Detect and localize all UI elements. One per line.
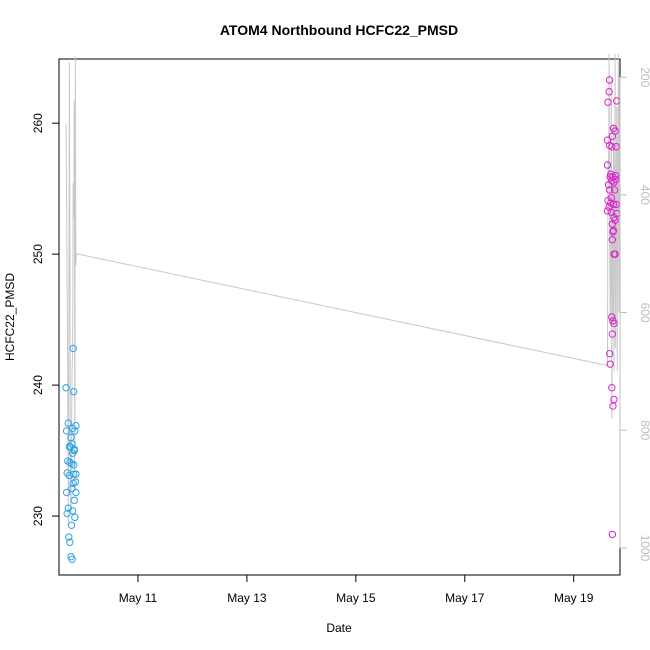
data-point-series-2 — [610, 395, 618, 404]
data-point-series-2 — [606, 360, 614, 368]
y2-tick-label: 800 — [638, 420, 650, 440]
data-point-series-2 — [612, 143, 620, 151]
data-point-series-2 — [608, 143, 616, 151]
y-axis-label: HCFC22_PMSD — [3, 273, 17, 361]
data-point-series-1 — [72, 422, 80, 430]
y2-tick-label: 400 — [638, 185, 650, 205]
data-point-series-1 — [67, 433, 75, 442]
data-point-series-1 — [71, 513, 79, 522]
data-point-series-2 — [609, 228, 617, 236]
data-point-series-2 — [607, 194, 615, 202]
y2-tick-label: 1000 — [638, 535, 650, 562]
y-tick-label: 240 — [31, 375, 45, 395]
data-point-series-1 — [65, 533, 73, 541]
data-point-series-1 — [71, 478, 80, 486]
y-axis-left: 230 240 250 260 — [31, 113, 60, 526]
data-point-series-2 — [605, 186, 614, 194]
data-point-series-1 — [62, 488, 71, 497]
y-tick-label: 230 — [31, 506, 45, 526]
data-point-series-2 — [607, 208, 615, 216]
y-tick-label: 250 — [31, 244, 45, 264]
x-tick-label: May 15 — [336, 591, 376, 605]
data-point-series-1 — [71, 427, 79, 435]
data-point-series-1 — [62, 427, 71, 435]
data-point-series-2 — [609, 200, 618, 209]
y-axis-right: 200 400 600 800 1000 — [619, 67, 650, 562]
scatter-points — [62, 76, 621, 563]
data-point-series-1 — [64, 419, 72, 427]
x-tick-label: May 11 — [119, 591, 158, 605]
data-point-series-2 — [608, 313, 616, 321]
data-point-series-1 — [68, 555, 76, 563]
data-point-series-2 — [610, 319, 618, 328]
data-point-series-1 — [68, 507, 77, 515]
data-point-series-2 — [611, 175, 620, 184]
y2-tick-label: 200 — [638, 67, 650, 87]
series-line — [65, 53, 620, 525]
data-point-series-1 — [66, 442, 75, 451]
data-point-series-1 — [72, 470, 80, 478]
data-point-series-1 — [68, 484, 76, 493]
data-point-series-2 — [603, 207, 612, 215]
data-point-series-2 — [610, 186, 619, 194]
data-point-series-2 — [608, 530, 617, 539]
data-point-series-2 — [605, 349, 614, 358]
x-tick-label: May 17 — [445, 591, 485, 605]
y2-tick-label: 600 — [638, 303, 650, 323]
data-point-series-1 — [69, 344, 77, 353]
data-point-series-1 — [70, 470, 78, 478]
data-point-series-1 — [70, 461, 78, 469]
data-point-series-1 — [70, 446, 78, 455]
x-tick-label: May 19 — [554, 591, 594, 605]
data-point-series-2 — [603, 161, 612, 169]
data-point-series-2 — [604, 98, 612, 106]
data-point-series-2 — [608, 330, 617, 338]
data-point-series-2 — [608, 384, 616, 392]
data-point-series-2 — [609, 402, 617, 410]
data-point-series-1 — [66, 538, 74, 546]
data-point-series-2 — [612, 200, 620, 209]
y-tick-label: 260 — [31, 113, 45, 133]
plot-area — [58, 58, 621, 576]
chart-title: ATOM4 Northbound HCFC22_PMSD — [220, 22, 458, 38]
data-point-series-1 — [67, 521, 76, 529]
data-point-series-2 — [611, 171, 620, 180]
data-point-series-2 — [608, 236, 617, 244]
data-point-series-1 — [72, 488, 80, 497]
data-point-series-1 — [66, 458, 74, 467]
data-point-series-2 — [611, 250, 619, 258]
x-axis: May 11 May 13 May 15 May 17 May 19 — [119, 574, 594, 605]
data-point-series-1 — [62, 384, 70, 392]
x-axis-label: Date — [326, 621, 352, 635]
data-point-series-1 — [70, 496, 78, 505]
data-point-series-2 — [605, 88, 613, 96]
data-point-series-2 — [611, 127, 619, 135]
line-series — [65, 53, 620, 525]
data-point-series-1 — [70, 387, 78, 396]
data-point-series-2 — [605, 76, 614, 84]
x-tick-label: May 13 — [227, 591, 267, 605]
